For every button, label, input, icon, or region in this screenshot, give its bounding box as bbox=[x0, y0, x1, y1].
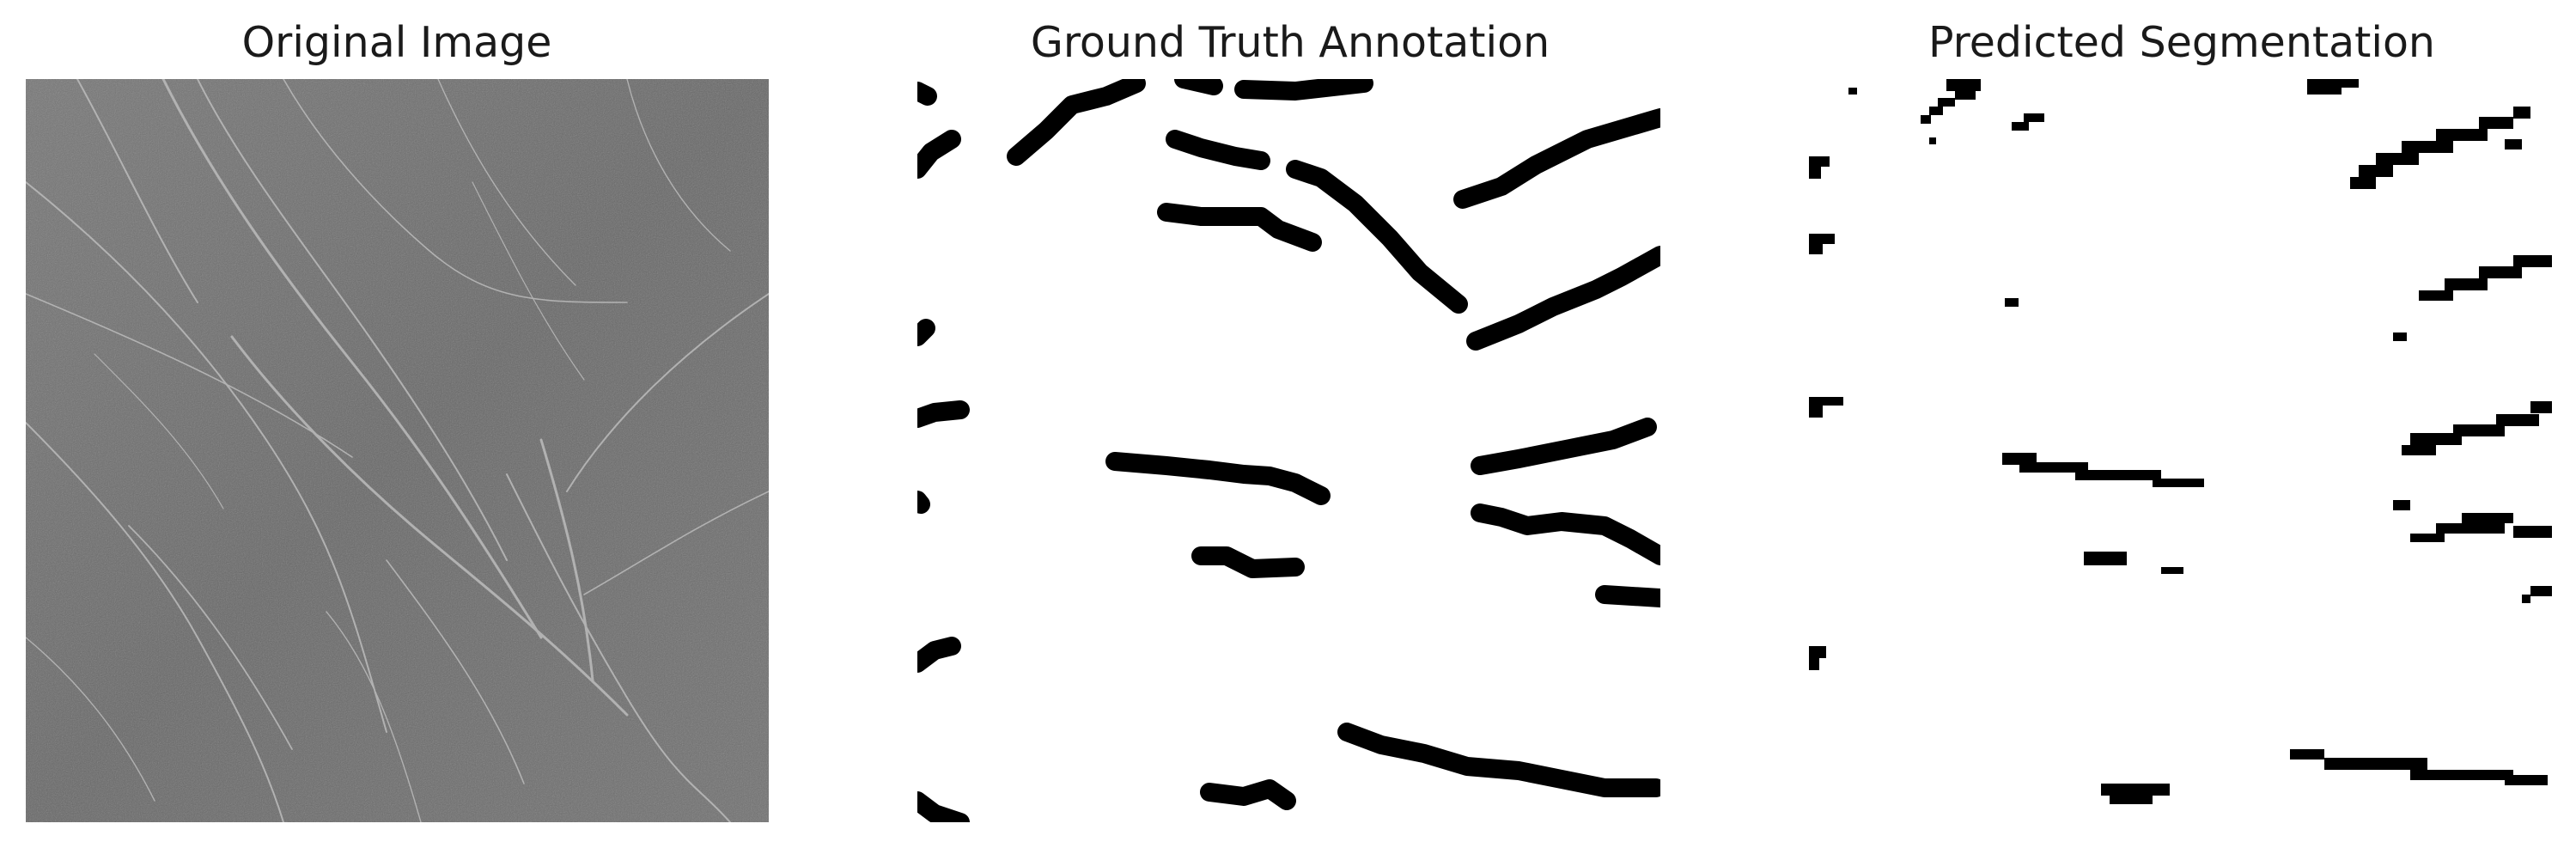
original-image bbox=[26, 79, 769, 822]
ground-truth-mask-render bbox=[917, 79, 1660, 822]
ground-truth-panel: Ground Truth Annotation bbox=[904, 0, 1677, 848]
panel-title: Original Image bbox=[241, 18, 552, 67]
ground-truth-mask bbox=[917, 79, 1660, 822]
original-image-render bbox=[26, 79, 769, 822]
predicted-segmentation-panel: Predicted Segmentation bbox=[1795, 0, 2568, 848]
original-image-panel: Original Image bbox=[10, 0, 783, 848]
predicted-segmentation-mask bbox=[1809, 79, 2552, 822]
panel-title: Predicted Segmentation bbox=[1928, 18, 2435, 67]
panel-title: Ground Truth Annotation bbox=[1030, 18, 1550, 67]
predicted-segmentation-mask-render bbox=[1809, 79, 2552, 822]
